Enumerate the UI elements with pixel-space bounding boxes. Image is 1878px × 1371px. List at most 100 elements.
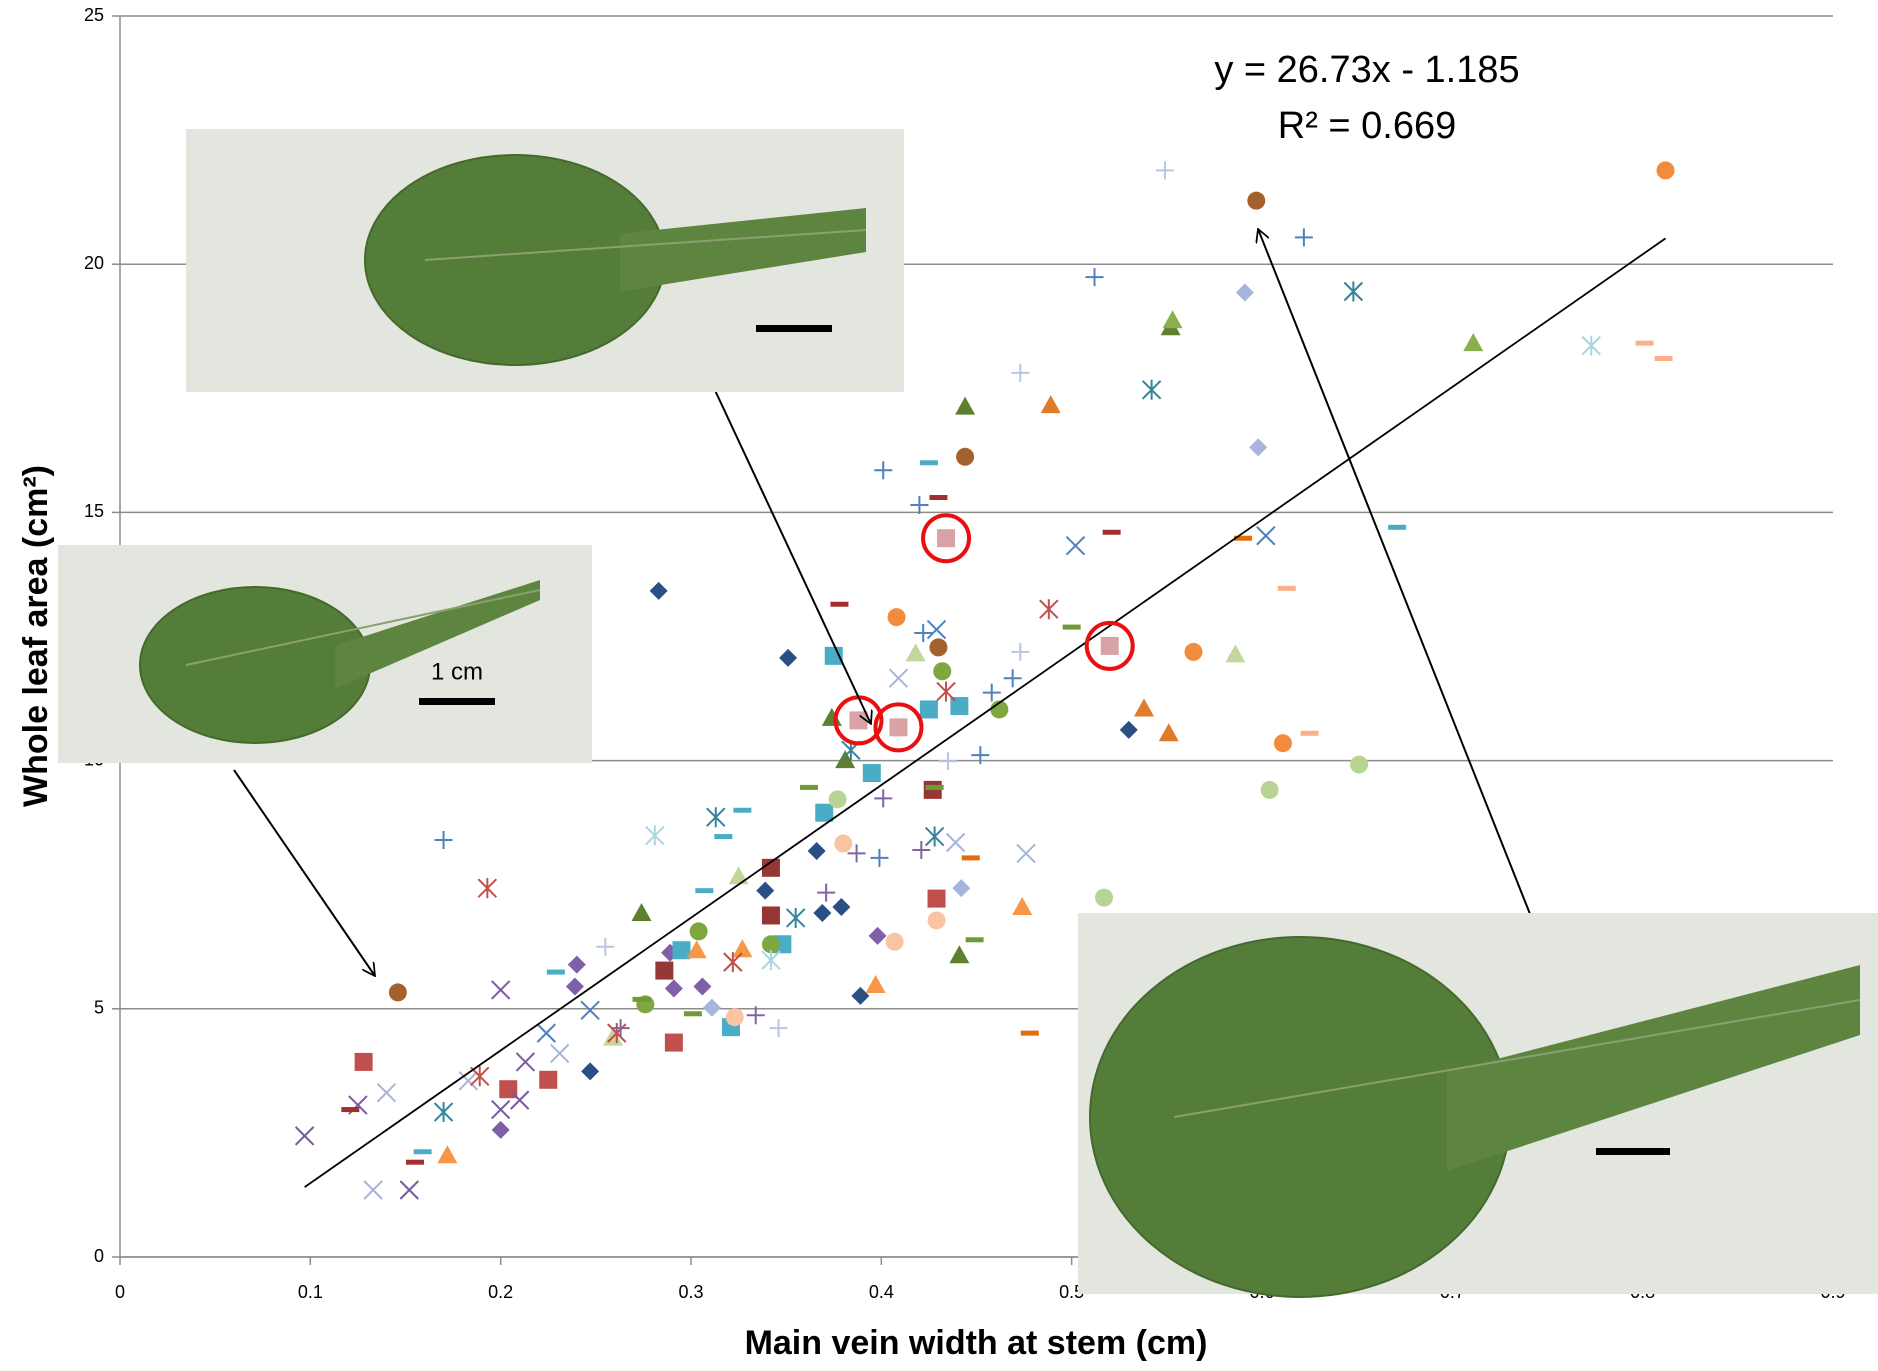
y-tick-label: 5	[94, 998, 104, 1018]
point	[633, 997, 651, 1002]
point	[874, 461, 892, 479]
arrow	[1258, 229, 1530, 914]
y-tick-label: 20	[84, 253, 104, 273]
point	[693, 977, 711, 995]
point	[926, 785, 944, 790]
point	[787, 908, 805, 928]
point	[1636, 341, 1654, 346]
point	[389, 983, 407, 1001]
chart: 051015202500.10.20.30.40.50.60.70.80.9 1…	[0, 0, 1878, 1371]
point	[886, 933, 904, 951]
point	[650, 582, 668, 600]
point	[581, 1062, 599, 1080]
point	[646, 826, 664, 846]
point	[1350, 756, 1368, 774]
point	[849, 711, 867, 729]
point	[863, 764, 881, 782]
point	[866, 975, 886, 993]
point	[516, 1053, 534, 1071]
point	[762, 906, 780, 924]
point	[955, 397, 975, 415]
leaf-photo	[186, 129, 904, 392]
point	[724, 952, 742, 972]
point	[707, 807, 725, 827]
point	[1163, 310, 1183, 328]
scale-bar	[756, 325, 832, 332]
point	[437, 1145, 457, 1163]
point	[1657, 161, 1675, 179]
point	[732, 939, 752, 957]
point	[1134, 698, 1154, 716]
point	[829, 790, 847, 808]
point	[926, 827, 944, 847]
point	[929, 638, 947, 656]
point	[949, 945, 969, 963]
point	[1103, 530, 1121, 535]
point	[1021, 1031, 1039, 1036]
point	[1011, 364, 1029, 382]
point	[808, 842, 826, 860]
point	[414, 1149, 432, 1154]
point	[1063, 625, 1081, 630]
point	[539, 1071, 557, 1089]
point	[1156, 161, 1174, 179]
point	[937, 682, 955, 702]
x-tick-label: 0.4	[869, 1282, 894, 1302]
point	[947, 834, 965, 852]
point	[756, 882, 774, 900]
point	[547, 970, 565, 975]
y-tick-label: 0	[94, 1246, 104, 1266]
equation: y = 26.73x - 1.185	[1214, 49, 1519, 91]
point	[762, 950, 780, 970]
point	[906, 643, 926, 661]
point	[928, 621, 946, 639]
point	[695, 888, 713, 893]
point	[1582, 336, 1600, 356]
point	[568, 956, 586, 974]
point	[1261, 781, 1279, 799]
point	[1143, 380, 1161, 400]
point	[684, 1011, 702, 1016]
point	[962, 855, 980, 860]
point	[815, 804, 833, 822]
point	[851, 987, 869, 1005]
point	[1225, 644, 1245, 662]
point	[596, 938, 614, 956]
point	[1120, 721, 1138, 739]
point	[1095, 889, 1113, 907]
point	[551, 1044, 569, 1062]
point	[929, 495, 947, 500]
point	[1017, 844, 1035, 862]
point	[435, 831, 453, 849]
point	[492, 981, 510, 999]
point	[971, 746, 989, 764]
point	[834, 834, 852, 852]
point	[1236, 283, 1254, 301]
point	[355, 1053, 373, 1071]
x-tick-label: 0.3	[678, 1282, 703, 1302]
point	[956, 448, 974, 466]
point	[1257, 527, 1275, 545]
point	[726, 1008, 744, 1026]
point	[983, 684, 1001, 702]
point	[341, 1107, 359, 1112]
point	[566, 977, 584, 995]
point	[492, 1121, 510, 1139]
point	[1301, 731, 1319, 736]
point	[830, 602, 848, 607]
point	[770, 1019, 788, 1037]
x-tick-label: 0.2	[488, 1282, 513, 1302]
point	[937, 529, 955, 547]
point	[478, 878, 496, 898]
point	[729, 866, 749, 884]
point	[511, 1091, 529, 1109]
point	[1388, 525, 1406, 530]
point	[377, 1084, 395, 1102]
page: 051015202500.10.20.30.40.50.60.70.80.9 1…	[0, 0, 1878, 1371]
point	[928, 890, 946, 908]
point	[817, 884, 835, 902]
point	[537, 1024, 555, 1042]
point	[1101, 637, 1119, 655]
point	[492, 1101, 510, 1119]
point	[1011, 643, 1029, 661]
